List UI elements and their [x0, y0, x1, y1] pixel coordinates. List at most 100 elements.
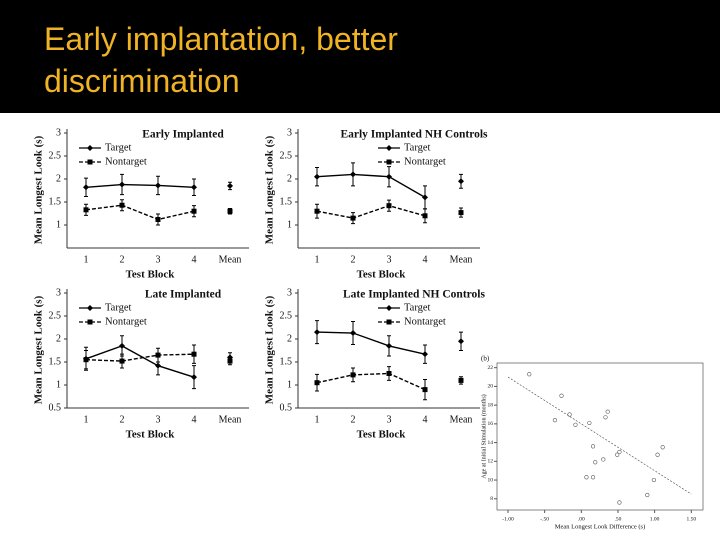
series-line [316, 173, 426, 199]
x-tick-label: Mean [450, 414, 473, 425]
x-tick-label: 2 [351, 414, 356, 425]
marker [155, 182, 161, 189]
marker [227, 208, 233, 214]
plot-frame [496, 362, 704, 511]
marker [87, 145, 93, 151]
scatter-point [567, 412, 572, 417]
legend-label: Target [404, 142, 431, 153]
x-tick-label: .50 [615, 516, 622, 522]
legend-label: Target [105, 302, 132, 313]
marker [350, 372, 356, 378]
marker [386, 342, 392, 349]
legend-label: Nontarget [404, 316, 446, 327]
x-tick-label: Mean [219, 254, 242, 265]
scatter-point [651, 477, 656, 483]
x-tick-label: 3 [387, 254, 392, 265]
y-tick-label: 2 [287, 173, 292, 184]
scatter-point [660, 445, 665, 450]
chart-title: Early Implanted [142, 129, 224, 141]
marker [314, 380, 320, 386]
y-tick-label: 1.5 [49, 196, 62, 207]
y-tick-label: 22 [488, 365, 494, 371]
x-tick-label: 3 [387, 414, 392, 425]
y-tick-label: 1 [56, 219, 61, 230]
scatter-point [601, 457, 606, 462]
panel-label: (b) [481, 355, 490, 363]
x-axis-label: Mean Longest Look Difference (s) [555, 523, 646, 530]
x-tick-label: 4 [192, 254, 197, 265]
marker [458, 210, 464, 216]
legend-label: Nontarget [105, 156, 147, 167]
marker [458, 338, 464, 345]
marker [119, 202, 125, 208]
x-tick-label: 4 [192, 414, 197, 425]
x-tick-label: 1 [84, 414, 89, 425]
marker [386, 371, 392, 376]
marker [422, 351, 428, 358]
marker [386, 173, 392, 180]
x-tick-label: 1.50 [686, 516, 696, 522]
marker [227, 182, 233, 189]
marker [87, 159, 93, 165]
y-axis-label: Mean Longest Look (s) [33, 135, 45, 244]
marker [119, 358, 125, 364]
scatter-point [615, 452, 620, 457]
legend-label: Nontarget [105, 316, 147, 327]
marker [155, 216, 161, 222]
scatter-point [590, 444, 596, 449]
x-axis-label: Test Block [126, 429, 176, 441]
marker [83, 357, 89, 363]
series-line [85, 353, 195, 362]
marker [314, 173, 320, 180]
y-tick-label: 2.5 [49, 310, 62, 321]
scatter-point [584, 475, 589, 480]
marker [350, 215, 356, 221]
scatter-point [603, 415, 608, 420]
marker [191, 184, 197, 191]
y-tick-label: 3 [56, 287, 61, 298]
marker [314, 208, 320, 214]
y-tick-label: 18 [488, 402, 494, 408]
y-tick-label: 12 [488, 459, 494, 465]
marker [350, 330, 356, 337]
y-tick-label: 1.5 [49, 356, 62, 367]
y-tick-label: 2 [287, 333, 292, 344]
scatter-point [605, 409, 610, 414]
scatter-point [552, 418, 558, 423]
y-tick-label: 3 [56, 127, 61, 138]
y-tick-label: 3 [287, 287, 292, 298]
x-tick-label: 3 [156, 414, 161, 425]
x-tick-label: 1 [315, 414, 320, 425]
series-line [316, 372, 426, 391]
y-tick-label: 8 [490, 496, 493, 502]
y-axis-label: Mean Longest Look (s) [33, 295, 45, 404]
marker [155, 362, 161, 369]
legend-label: Target [105, 142, 132, 153]
y-tick-label: 2.5 [280, 150, 293, 161]
scatter-point [587, 420, 592, 426]
x-tick-label: 1 [315, 254, 320, 265]
y-tick-label: 14 [488, 440, 494, 446]
y-axis-label: Mean Longest Look (s) [264, 295, 276, 404]
scatter-point [559, 393, 564, 398]
x-axis-label: Test Block [357, 269, 407, 281]
y-tick-label: 1.5 [280, 196, 293, 207]
legend-label: Nontarget [404, 156, 446, 167]
y-tick-label: 0.5 [280, 402, 293, 413]
y-tick-label: 20 [488, 384, 494, 390]
marker [83, 184, 89, 191]
x-tick-label: -.50 [540, 516, 549, 522]
y-tick-label: 1.5 [280, 356, 293, 367]
series-line [85, 204, 195, 221]
series-line [85, 345, 195, 378]
x-tick-label: .00 [578, 516, 585, 522]
y-tick-label: 16 [488, 421, 494, 427]
x-tick-label: 4 [423, 254, 428, 265]
scatter-point [590, 475, 596, 480]
marker [386, 203, 392, 209]
y-tick-label: 2 [56, 173, 61, 184]
trendline [507, 376, 692, 495]
marker [191, 208, 197, 214]
